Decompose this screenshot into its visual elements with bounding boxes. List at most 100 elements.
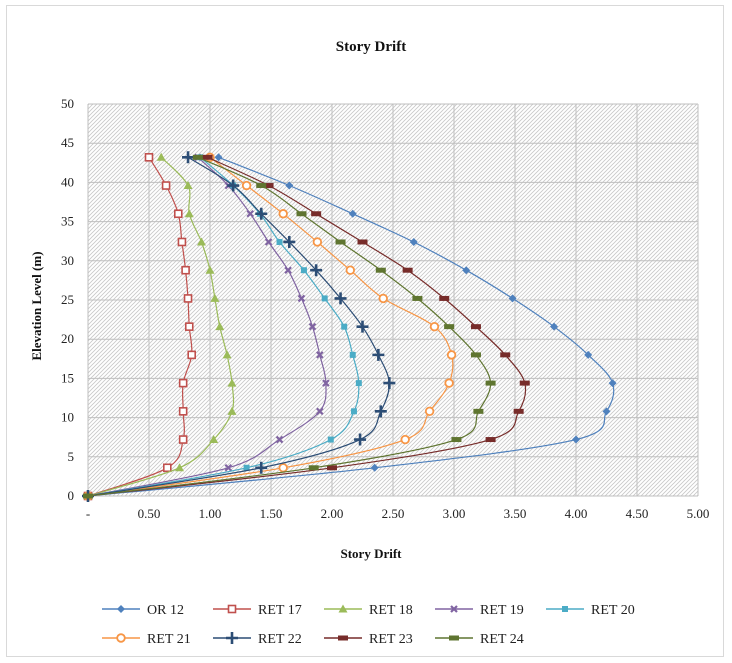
series-line	[87, 156, 454, 497]
data-point	[608, 379, 617, 388]
data-point	[462, 266, 471, 275]
data-point	[312, 237, 323, 247]
x-tick-label: 4.00	[565, 506, 588, 521]
data-point	[175, 463, 184, 472]
data-point	[473, 408, 484, 414]
data-point	[322, 379, 330, 387]
legend-label: RET 23	[369, 632, 413, 647]
data-point	[308, 322, 317, 331]
data-point	[550, 322, 559, 331]
series-or-12	[84, 153, 617, 500]
y-tick-label: 35	[61, 214, 74, 229]
x-axis-label: Story Drift	[340, 546, 402, 561]
data-point	[345, 265, 355, 275]
data-point	[374, 405, 387, 418]
data-point	[275, 435, 284, 444]
x-tick-label: -	[86, 506, 90, 521]
y-axis-ticks: 0 5 10 15 20 25 30 35 40 45 50	[61, 96, 74, 503]
x-tick-label: 1.50	[260, 506, 283, 521]
data-point	[341, 323, 348, 330]
data-point	[321, 295, 328, 302]
data-point	[370, 463, 379, 472]
data-point	[222, 350, 232, 359]
data-point	[602, 407, 611, 416]
legend-item: RET 21	[102, 632, 191, 647]
data-point	[297, 294, 306, 303]
data-point	[508, 294, 517, 303]
data-point	[296, 211, 307, 217]
data-point	[429, 321, 440, 332]
data-point	[156, 152, 166, 161]
data-point	[177, 237, 187, 247]
data-point	[349, 351, 356, 358]
data-point	[276, 238, 283, 245]
chart-title: Story Drift	[336, 39, 406, 55]
data-point	[375, 267, 386, 273]
x-tick-label: 3.50	[504, 506, 527, 521]
data-point	[285, 181, 294, 190]
data-point	[181, 265, 190, 275]
data-point	[187, 350, 196, 360]
data-point	[227, 378, 237, 387]
data-point	[283, 235, 296, 248]
y-tick-label: 40	[61, 174, 74, 189]
y-tick-label: 45	[61, 135, 74, 150]
data-point	[183, 181, 193, 190]
y-tick-label: 5	[68, 449, 75, 464]
data-point	[424, 406, 435, 417]
data-point	[205, 265, 215, 274]
legend-swatch-marker	[227, 604, 237, 614]
data-point	[400, 434, 410, 445]
data-point	[284, 266, 292, 274]
legend-item: RET 20	[546, 603, 635, 618]
data-point	[446, 350, 457, 360]
data-point	[444, 378, 454, 388]
data-point	[409, 237, 418, 246]
data-point	[173, 209, 183, 219]
data-point	[348, 209, 357, 218]
legend: OR 12 RET 17 RET 18 RET 19 RET 20 RET 21 RET 2…	[102, 603, 635, 647]
data-point	[278, 209, 288, 219]
data-point	[335, 239, 346, 245]
legend-label: RET 22	[258, 632, 302, 647]
data-point	[354, 433, 367, 446]
data-point	[83, 493, 93, 499]
x-tick-label: 2.00	[321, 506, 344, 521]
data-point	[355, 380, 362, 387]
data-point	[300, 267, 307, 274]
legend-swatch-marker	[450, 605, 458, 613]
data-point	[308, 465, 319, 471]
data-point	[311, 211, 322, 217]
data-point	[184, 209, 194, 218]
data-point	[192, 154, 203, 160]
series-line	[87, 156, 390, 497]
x-tick-label: 4.50	[626, 506, 649, 521]
data-point	[327, 465, 337, 471]
x-tick-label: 5.00	[687, 506, 710, 521]
data-point	[383, 377, 396, 390]
data-point	[372, 348, 385, 361]
legend-label: RET 20	[591, 603, 635, 618]
y-tick-label: 25	[61, 292, 74, 307]
data-point	[227, 406, 237, 415]
x-tick-label: 0.50	[138, 506, 161, 521]
y-tick-label: 10	[61, 410, 74, 425]
x-tick-label: 3.00	[443, 506, 466, 521]
legend-swatch-marker	[116, 633, 126, 643]
series-ret-24	[83, 154, 496, 499]
x-tick-label: 1.00	[199, 506, 222, 521]
legend-item: RET 19	[435, 603, 524, 618]
y-tick-label: 20	[61, 331, 74, 346]
data-point	[183, 294, 193, 303]
data-point	[350, 408, 357, 415]
legend-swatch-marker	[338, 604, 348, 613]
data-point	[356, 320, 369, 333]
story-drift-chart: Story Drift - 0.50 1.00 1.50 2.00 2.50 3.00 3.5…	[29, 39, 710, 647]
series-ret-18	[83, 152, 237, 500]
data-point	[161, 181, 171, 190]
data-point	[278, 463, 288, 473]
y-tick-label: 50	[61, 96, 74, 111]
legend-swatch-marker	[449, 635, 459, 641]
data-point	[178, 407, 188, 416]
x-tick-label: 2.50	[382, 506, 405, 521]
